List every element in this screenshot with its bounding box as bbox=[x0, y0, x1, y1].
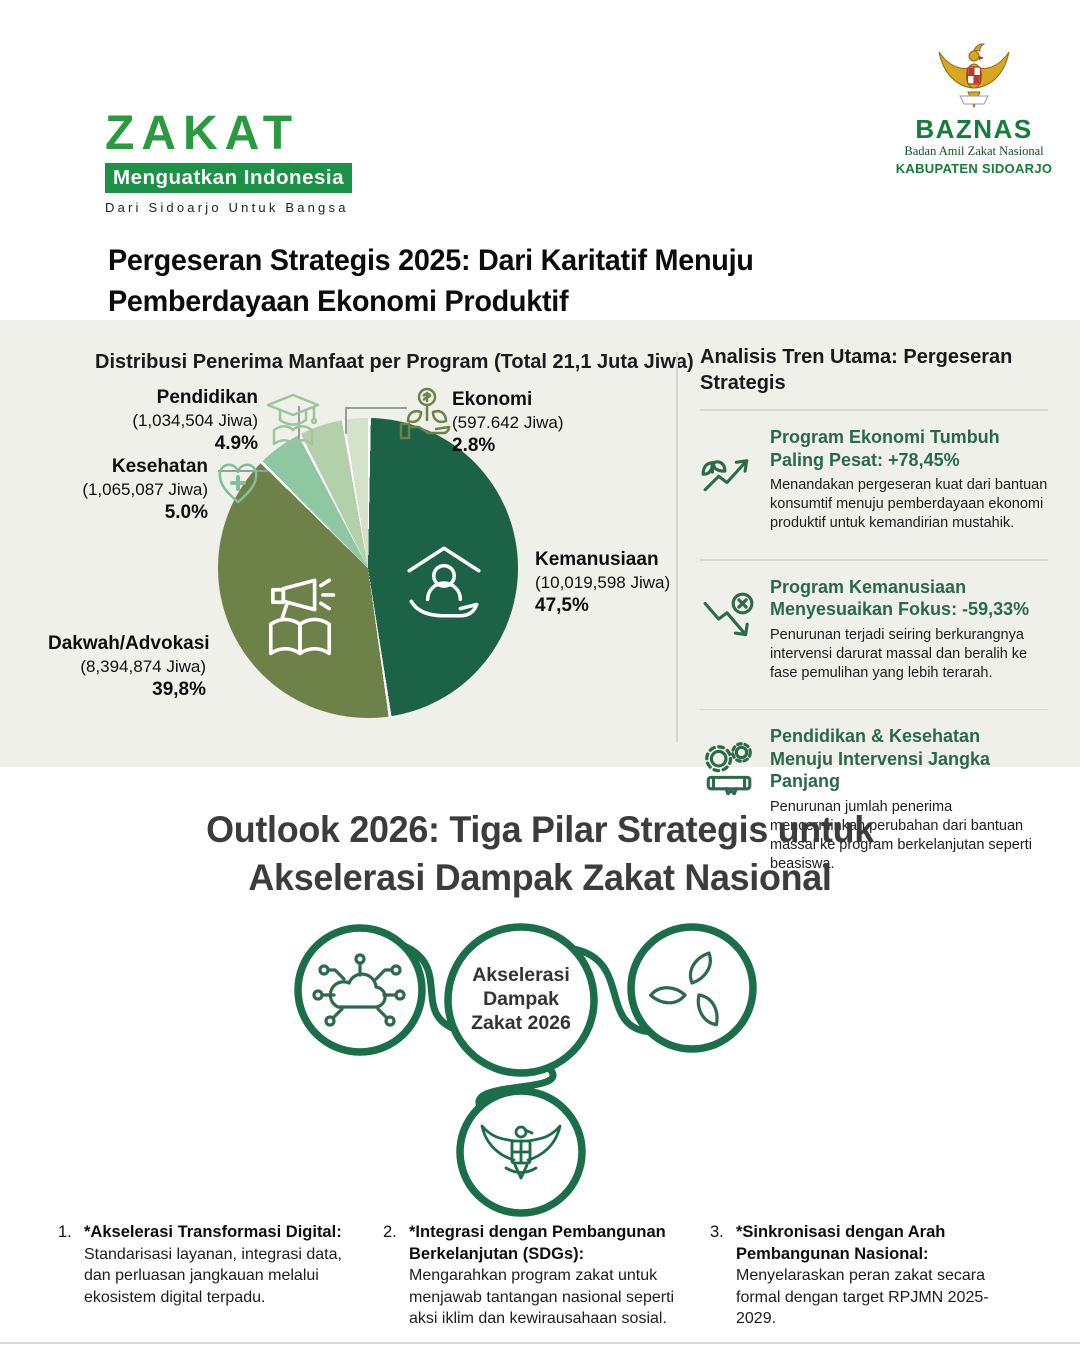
divider bbox=[0, 1342, 1080, 1344]
pie-label-ekonomi: Ekonomi (597.642 Jiwa) 2.8% bbox=[452, 389, 564, 456]
trends-panel: Analisis Tren Utama: Pergeseran Strategi… bbox=[700, 344, 1048, 887]
pillar-heading: *Integrasi dengan Pembangunan Berkelanju… bbox=[409, 1223, 666, 1263]
baznas-subtitle: Badan Amil Zakat Nasional bbox=[904, 144, 1044, 159]
garuda-outline-icon bbox=[480, 1124, 562, 1180]
leader-line-ekonomi-h bbox=[345, 407, 407, 409]
trend-item-kemanusiaan: Program Kemanusiaan Menyesuaikan Fokus: … bbox=[700, 561, 1048, 696]
pie-label-pendidikan: Pendidikan (1,034,504 Jiwa) 4.9% bbox=[132, 387, 258, 454]
infographic-panel bbox=[0, 320, 1080, 767]
chart-title: Distribusi Penerima Manfaat per Program … bbox=[95, 351, 694, 373]
baznas-name: BAZNAS bbox=[915, 114, 1033, 144]
pillar-heading: *Akselerasi Transformasi Digital: bbox=[84, 1223, 342, 1241]
pie-label-kemanusiaan: Kemanusiaan (10,019,598 Jiwa) 47,5% bbox=[535, 549, 671, 616]
trend-heading: Program Kemanusiaan Menyesuaikan Fokus: … bbox=[770, 576, 1030, 620]
divider bbox=[700, 708, 1048, 710]
baznas-region: KABUPATEN SIDOARJO bbox=[895, 161, 1053, 177]
graduation-book-icon bbox=[266, 393, 320, 446]
pie-label-kesehatan: Kesehatan (1,065,087 Jiwa) 5.0% bbox=[82, 456, 208, 523]
zakat-tagline: Dari Sidoarjo Untuk Bangsa bbox=[105, 200, 349, 215]
zakat-banner: Menguatkan Indonesia bbox=[105, 163, 352, 193]
trend-heading: Program Ekonomi Tumbuh Paling Pesat: +78… bbox=[770, 427, 1000, 470]
shelter-hand-icon bbox=[407, 546, 481, 618]
pillar-digital: 1. *Akselerasi Transformasi Digital: Sta… bbox=[58, 1222, 360, 1308]
leader-line-kesehatan bbox=[218, 470, 268, 472]
leader-line-ekonomi-v bbox=[345, 407, 347, 434]
pillar-sdgs: 2. *Integrasi dengan Pembangunan Berkela… bbox=[383, 1222, 695, 1330]
baznas-logo: BAZNAS Badan Amil Zakat Nasional KABUPAT… bbox=[890, 40, 1058, 176]
trend-body: Penurunan terjadi seiring berkurangnya i… bbox=[770, 626, 1028, 681]
heart-cross-icon bbox=[218, 463, 258, 504]
trend-item-pendidikan-kesehatan: Pendidikan & Kesehatan Menuju Intervensi… bbox=[700, 710, 1048, 887]
garuda-emblem-icon bbox=[938, 43, 1010, 109]
zakat-wordmark: ZAKAT bbox=[105, 107, 300, 160]
pie-label-dakwah: Dakwah/Advokasi (8,394,874 Jiwa) 39,8% bbox=[48, 633, 210, 700]
outlook-title-line1: Outlook 2026: Tiga Pilar Strategis untuk bbox=[206, 809, 874, 850]
pie-chart bbox=[218, 418, 518, 718]
trend-body: Menandakan pergeseran kuat dari bantuan … bbox=[770, 477, 1048, 531]
diagram-center-label: Akselerasi Dampak Zakat 2026 bbox=[471, 964, 571, 1034]
pillar-body: Menyelaraskan peran zakat secara formal … bbox=[736, 1267, 989, 1327]
trend-heading: Pendidikan & Kesehatan Menuju Intervensi… bbox=[770, 726, 991, 791]
pillar-body: Mengarahkan program zakat untuk menjawab… bbox=[409, 1267, 675, 1327]
outlook-title: Outlook 2026: Tiga Pilar Strategis untuk… bbox=[16, 806, 1064, 902]
page-title-line1: Pergeseran Strategis 2025: Dari Karitati… bbox=[108, 244, 754, 277]
growth-arrow-icon bbox=[701, 459, 749, 492]
pillar-heading: *Sinkronisasi dengan Arah Pembangunan Na… bbox=[736, 1223, 946, 1263]
outlook-title-line2: Akselerasi Dampak Zakat Nasional bbox=[248, 857, 832, 898]
trends-title: Analisis Tren Utama: Pergeseran Strategi… bbox=[700, 346, 1013, 394]
megaphone-book-icon bbox=[268, 578, 336, 656]
decline-arrow-icon bbox=[703, 592, 754, 636]
trend-body: Penurunan jumlah penerima mencerminkan p… bbox=[770, 798, 1032, 872]
page-title: Pergeseran Strategis 2025: Dari Karitati… bbox=[108, 240, 838, 322]
zakat-logo: ZAKAT Menguatkan Indonesia Dari Sidoarjo… bbox=[105, 110, 352, 215]
network-cloud-icon bbox=[312, 953, 406, 1027]
pillar-nasional: 3. *Sinkronisasi dengan Arah Pembangunan… bbox=[710, 1222, 1012, 1330]
page-title-line2: Pemberdayaan Ekonomi Produktif bbox=[108, 285, 569, 318]
pillar-body: Standarisasi layanan, integrasi data, da… bbox=[84, 1245, 342, 1306]
three-pillar-diagram bbox=[294, 923, 757, 1217]
panel-divider bbox=[676, 352, 678, 742]
divider bbox=[700, 559, 1048, 561]
divider bbox=[700, 409, 1048, 411]
trend-item-ekonomi: Program Ekonomi Tumbuh Paling Pesat: +78… bbox=[700, 411, 1048, 546]
gears-scroll-icon bbox=[705, 742, 752, 795]
plant-hand-icon bbox=[399, 387, 451, 440]
leaves-cycle-icon bbox=[648, 951, 719, 1027]
